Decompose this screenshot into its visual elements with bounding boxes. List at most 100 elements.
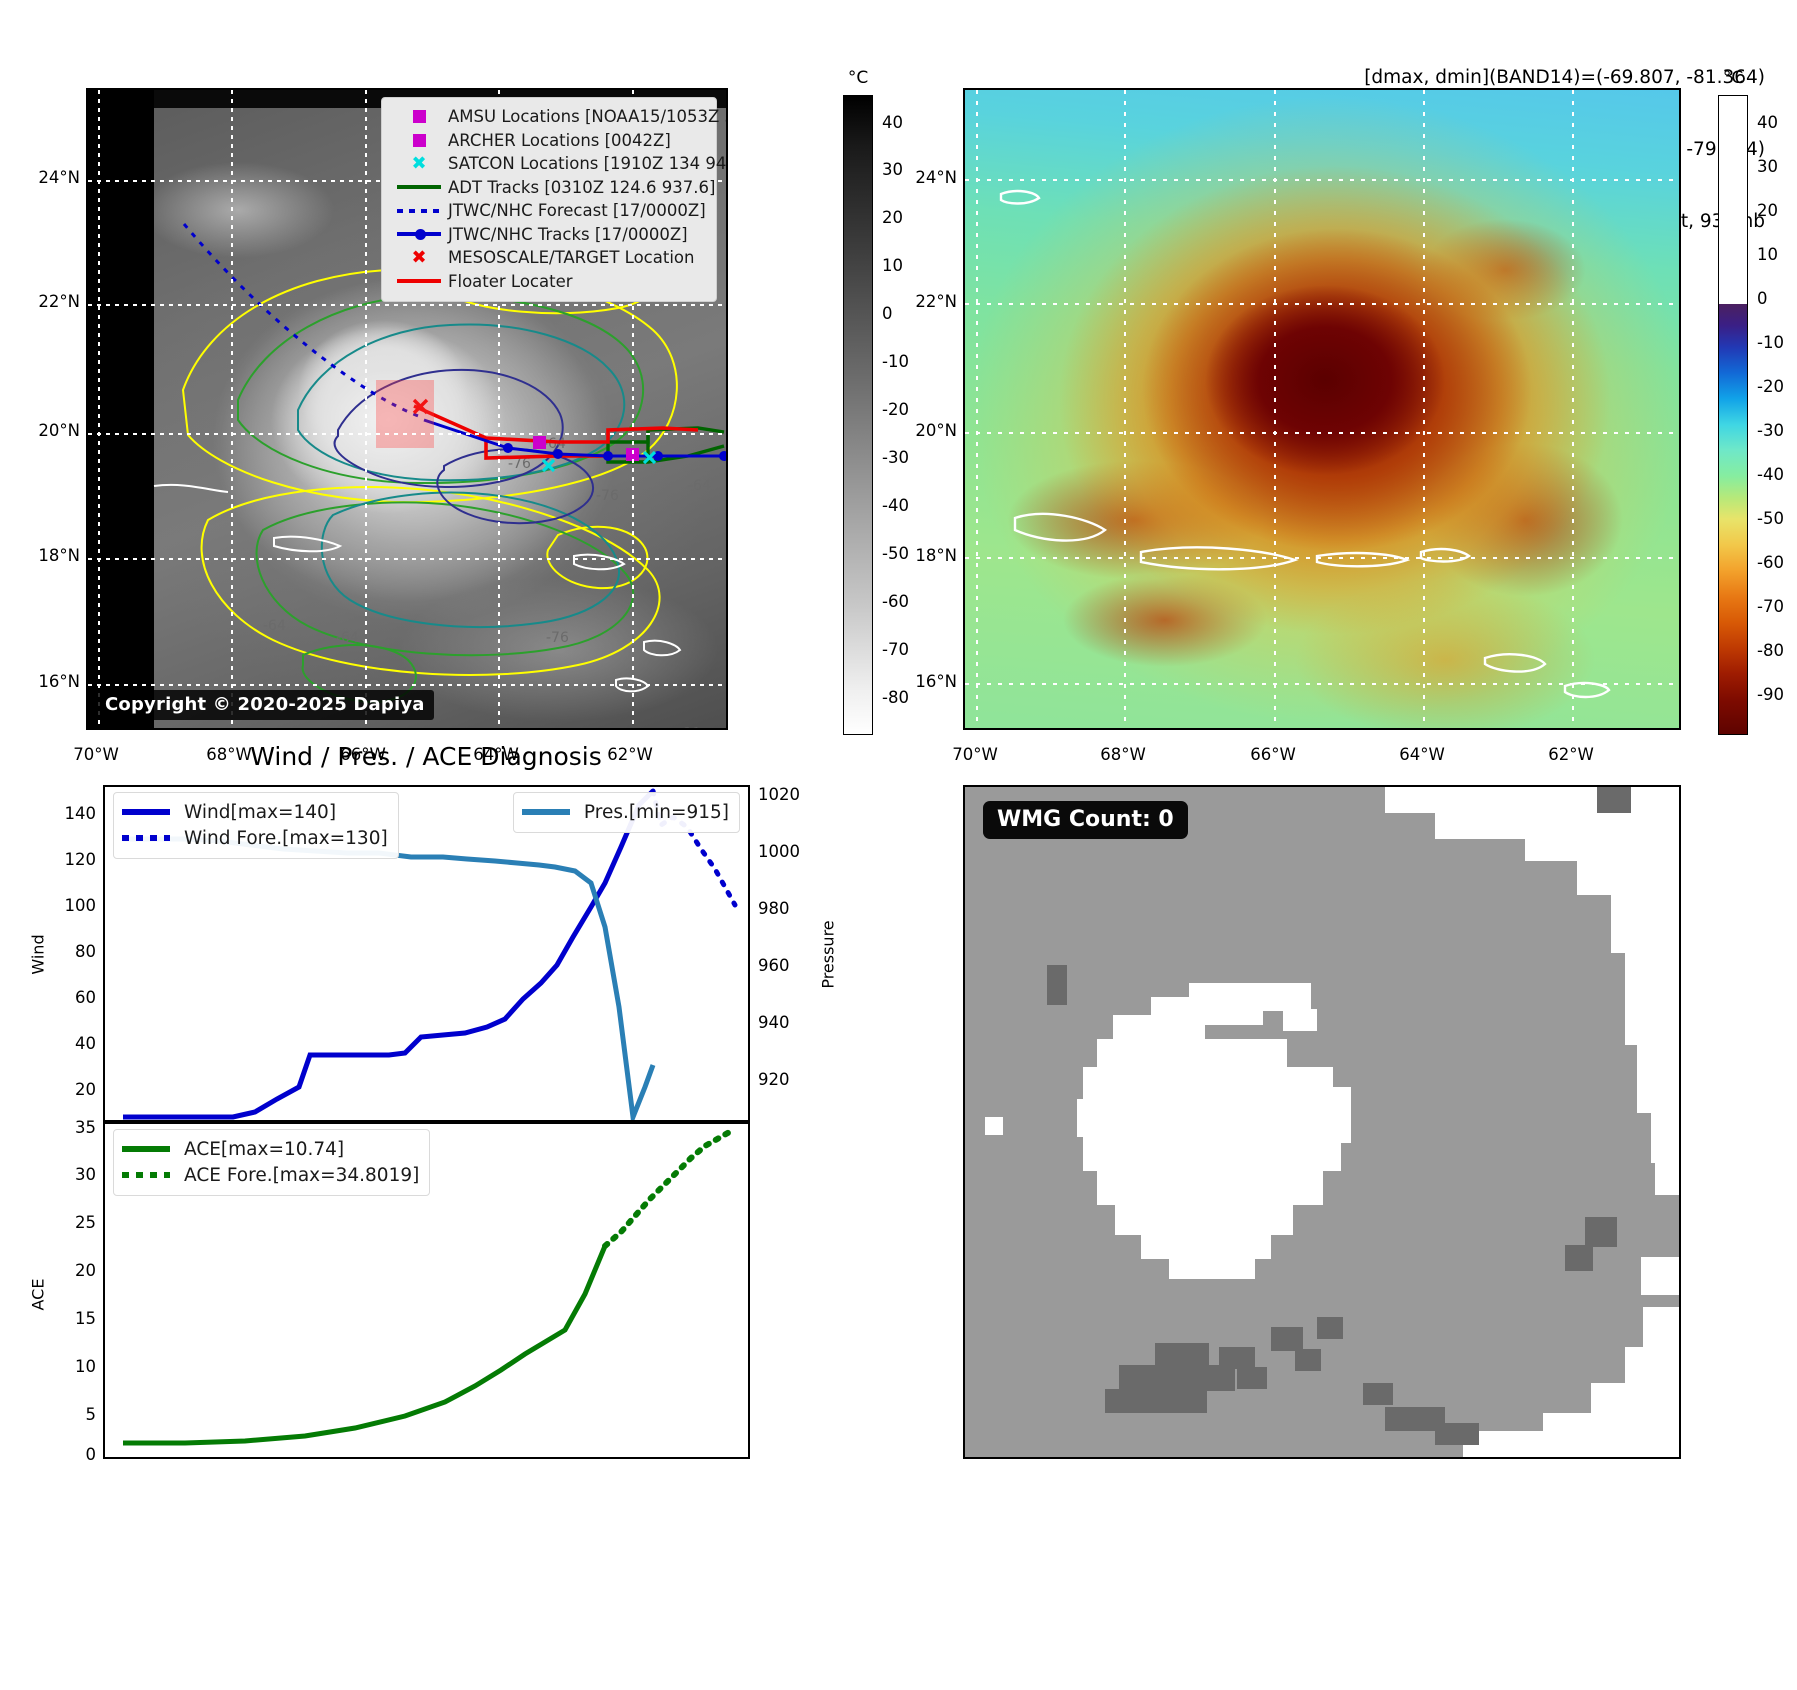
wind-tick: 60 (75, 988, 96, 1007)
lon-tick-left: 70°W (73, 745, 119, 764)
lon-tick-left: 68°W (206, 745, 252, 764)
wind-tick: 100 (64, 896, 97, 915)
pressure-tick: 940 (758, 1013, 790, 1032)
lon-tick-left: 66°W (340, 745, 386, 764)
annot-band14: [dmax, dmin](BAND14)=(-69.807, -81.364) (1364, 67, 1765, 89)
red-x-icon: ✖ (411, 246, 427, 268)
lat-tick-right: 24°N (915, 168, 957, 187)
colorbar-right[interactable] (1718, 95, 1748, 735)
colorbar-right-tick: -30 (1757, 421, 1784, 440)
pressure-axis-label: Pressure (818, 920, 838, 989)
legend-item-mesoscale-target[interactable]: ✖ MESOSCALE/TARGET Location (390, 246, 708, 270)
legend-item-wind-forecast[interactable]: Wind Fore.[max=130] (122, 825, 388, 851)
svg-text:-76: -76 (508, 456, 531, 472)
colorbar-left-tick: -20 (882, 400, 909, 419)
lon-tick-right: 70°W (952, 745, 998, 764)
magenta-square-icon (390, 133, 448, 147)
colorbar-right-tick: -10 (1757, 333, 1784, 352)
teal-line-icon (521, 809, 584, 815)
svg-text:-64: -64 (688, 478, 711, 494)
colorbar-left-tick: 20 (882, 208, 903, 227)
colorbar-right-tick: -70 (1757, 597, 1784, 616)
satellite-panel-band14[interactable]: -64 -76 -76 -64 -64 -64 -76 -31 (86, 88, 728, 730)
colorbar-right-tick: -60 (1757, 553, 1784, 572)
ace-legend[interactable]: ACE[max=10.74] ACE Fore.[max=34.8019] (113, 1129, 431, 1196)
colorbar-left-gradient (844, 96, 872, 734)
pressure-tick: 960 (758, 956, 790, 975)
colorbar-right-tick: -40 (1757, 465, 1784, 484)
legend-item-satcon[interactable]: ✖ SATCON Locations [1910Z 134 945] (390, 152, 726, 176)
legend-item-wind[interactable]: Wind[max=140] (122, 799, 388, 825)
legend-item-ace[interactable]: ACE[max=10.74] (122, 1136, 419, 1162)
lat-tick-left: 18°N (38, 546, 80, 565)
pressure-legend[interactable]: Pres.[min=915] (512, 792, 740, 833)
colorbar-right-tick: 40 (1757, 113, 1778, 132)
lon-tick-right: 62°W (1548, 745, 1594, 764)
lon-tick-right: 66°W (1250, 745, 1296, 764)
ace-tick: 15 (75, 1309, 96, 1328)
colorbar-left-tick: -50 (882, 544, 909, 563)
map-legend[interactable]: AMSU Locations [NOAA15/1053Z 50 1001] AR… (381, 97, 726, 302)
colorbar-right-tick: 0 (1757, 289, 1768, 308)
svg-text:-64: -64 (336, 630, 359, 646)
legend-item-adt-tracks[interactable]: ADT Tracks [0310Z 124.6 937.6] (390, 176, 715, 200)
svg-text:-64: -64 (263, 618, 286, 634)
ace-chart[interactable]: ACE[max=10.74] ACE Fore.[max=34.8019] (103, 1122, 750, 1459)
lat-tick-left: 16°N (38, 672, 80, 691)
lat-tick-right: 22°N (915, 292, 957, 311)
wind-tick: 40 (75, 1034, 96, 1053)
diagnosis-title: Wind / Pres. / ACE Diagnosis (250, 742, 602, 771)
graticule-line (498, 90, 500, 728)
colorbar-left-unit: °C (847, 68, 869, 88)
colorbar-right-tick: 10 (1757, 245, 1778, 264)
lat-tick-right: 18°N (915, 546, 957, 565)
colorbar-left-tick: -60 (882, 592, 909, 611)
pressure-tick: 1000 (758, 842, 800, 861)
graticule-line (365, 90, 367, 728)
graticule-line (231, 90, 233, 728)
lon-tick-right: 68°W (1100, 745, 1146, 764)
ace-tick: 0 (85, 1445, 97, 1464)
graticule-line (88, 433, 726, 435)
wind-legend[interactable]: Wind[max=140] Wind Fore.[max=130] (113, 792, 399, 859)
lon-tick-left: 64°W (473, 745, 519, 764)
colorbar-right-gradient (1719, 304, 1747, 734)
green-dotted-line-icon (122, 1172, 184, 1178)
legend-item-floater-locater[interactable]: Floater Locater (390, 270, 708, 294)
lon-tick-left: 62°W (607, 745, 653, 764)
green-line-icon (390, 185, 448, 190)
legend-item-jtwc-forecast[interactable]: JTWC/NHC Forecast [17/0000Z] (390, 199, 708, 223)
graticule-line (98, 90, 100, 728)
legend-item-archer[interactable]: ARCHER Locations [0042Z] (390, 129, 708, 153)
ace-tick: 5 (85, 1405, 97, 1424)
legend-item-jtwc-tracks[interactable]: JTWC/NHC Tracks [17/0000Z] (390, 223, 708, 247)
colorbar-right-tick: -90 (1757, 685, 1784, 704)
lat-tick-left: 20°N (38, 421, 80, 440)
colorbar-left-tick: -70 (882, 640, 909, 659)
colorbar-left-tick: 0 (882, 304, 893, 323)
colorbar-left-tick: -10 (882, 352, 909, 371)
cyan-x-icon: ✖ (411, 152, 427, 174)
legend-item-pressure[interactable]: Pres.[min=915] (521, 799, 729, 825)
red-line-icon (390, 279, 448, 284)
colorbar-right-tick: -50 (1757, 509, 1784, 528)
wind-pressure-chart[interactable]: Wind[max=140] Wind Fore.[max=130] Pres.[… (103, 785, 750, 1122)
svg-text:-76: -76 (596, 488, 619, 504)
svg-text:-31: -31 (678, 726, 701, 730)
colorbar-left-tick: 40 (882, 113, 903, 132)
colorbar-left[interactable] (843, 95, 873, 735)
colorbar-left-tick: -40 (882, 496, 909, 515)
graticule-line (88, 304, 726, 306)
satellite-panel-ir-enhanced[interactable] (963, 88, 1681, 730)
ace-tick: 35 (75, 1118, 96, 1137)
blue-line-marker-icon (390, 228, 448, 240)
blue-line-icon (122, 809, 184, 815)
pressure-tick: 920 (758, 1070, 790, 1089)
colorbar-right-tick: -20 (1757, 377, 1784, 396)
legend-item-ace-forecast[interactable]: ACE Fore.[max=34.8019] (122, 1162, 419, 1188)
wmg-count-badge: WMG Count: 0 (983, 801, 1188, 839)
colorbar-left-tick: -80 (882, 688, 909, 707)
legend-item-amsu[interactable]: AMSU Locations [NOAA15/1053Z 50 1001] (390, 105, 726, 129)
wmg-panel[interactable]: WMG Count: 0 (963, 785, 1681, 1459)
magenta-square-icon (390, 110, 448, 124)
